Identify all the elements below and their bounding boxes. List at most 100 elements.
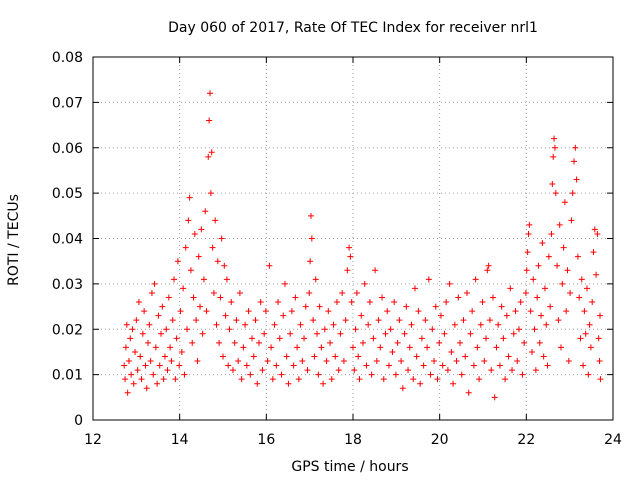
data-point: [576, 294, 583, 301]
data-point: [158, 330, 165, 337]
data-point: [339, 289, 346, 296]
data-point: [507, 285, 514, 292]
data-point: [545, 253, 552, 260]
data-point: [476, 376, 483, 383]
data-point: [156, 362, 163, 369]
data-point: [283, 353, 290, 360]
data-point: [167, 344, 174, 351]
data-point: [125, 358, 132, 365]
data-point: [460, 317, 467, 324]
data-point: [463, 289, 470, 296]
data-point: [391, 299, 398, 306]
data-point: [385, 362, 392, 369]
data-point: [424, 344, 431, 351]
data-point: [572, 144, 579, 151]
data-point: [574, 253, 581, 260]
data-point: [434, 376, 441, 383]
data-point: [589, 299, 596, 306]
data-point: [344, 267, 351, 274]
data-point: [242, 321, 249, 328]
data-point: [585, 371, 592, 378]
data-point: [531, 326, 538, 333]
data-point: [429, 326, 436, 333]
x-tick-label: 18: [344, 432, 362, 448]
data-point: [356, 376, 363, 383]
data-point: [525, 230, 532, 237]
data-point: [377, 344, 384, 351]
data-point: [148, 289, 155, 296]
data-point: [498, 303, 505, 310]
data-points: [121, 90, 604, 401]
data-point: [168, 358, 175, 365]
data-point: [399, 385, 406, 392]
data-point: [278, 371, 285, 378]
data-point: [207, 90, 213, 97]
data-point: [132, 348, 139, 355]
data-point: [145, 339, 152, 346]
data-point: [555, 317, 562, 324]
data-point: [177, 308, 184, 315]
data-point: [316, 303, 323, 310]
y-tick-label: 0.03: [52, 277, 83, 293]
data-point: [225, 362, 232, 369]
data-point: [238, 376, 245, 383]
data-point: [269, 376, 276, 383]
data-point: [180, 285, 187, 292]
data-point: [552, 190, 559, 197]
data-point: [394, 339, 401, 346]
data-point: [536, 339, 543, 346]
data-point: [361, 280, 368, 287]
data-point: [597, 376, 604, 383]
data-point: [171, 276, 178, 283]
data-point: [134, 367, 141, 374]
data-point: [569, 190, 576, 197]
data-point: [276, 335, 283, 342]
data-point: [512, 308, 519, 315]
data-point: [365, 321, 372, 328]
data-point: [264, 358, 271, 365]
data-point: [229, 367, 236, 374]
data-point: [310, 317, 317, 324]
data-point: [392, 371, 399, 378]
data-point: [581, 308, 588, 315]
data-point: [210, 289, 217, 296]
data-point: [208, 149, 215, 156]
data-point: [521, 339, 528, 346]
data-point: [446, 280, 453, 287]
data-point: [396, 317, 403, 324]
data-point: [257, 299, 264, 306]
data-point: [352, 326, 359, 333]
data-point: [448, 348, 455, 355]
data-point: [408, 321, 415, 328]
data-point: [194, 358, 201, 365]
data-point: [351, 367, 358, 374]
data-point: [509, 367, 516, 374]
data-point: [586, 321, 593, 328]
data-point: [231, 339, 238, 346]
data-point: [436, 339, 443, 346]
data-point: [178, 348, 185, 355]
data-point: [346, 244, 353, 251]
data-point: [551, 144, 558, 151]
data-point: [443, 299, 450, 306]
data-point: [450, 380, 457, 387]
data-point: [152, 344, 159, 351]
data-point: [314, 330, 321, 337]
data-point: [590, 249, 597, 256]
data-point: [150, 371, 157, 378]
data-point: [214, 258, 221, 265]
x-tick-labels: 12 14 16 18 20 22 24: [84, 432, 622, 448]
data-point: [173, 335, 180, 342]
data-point: [406, 344, 413, 351]
data-point: [350, 344, 356, 351]
data-point: [573, 176, 580, 183]
data-point: [366, 299, 373, 306]
data-point: [308, 235, 315, 242]
data-point: [389, 348, 396, 355]
y-tick-label: 0.02: [52, 322, 83, 338]
data-point: [302, 303, 309, 310]
data-point: [124, 389, 131, 396]
data-point: [485, 262, 492, 269]
data-point: [233, 317, 240, 324]
data-point: [453, 358, 460, 365]
